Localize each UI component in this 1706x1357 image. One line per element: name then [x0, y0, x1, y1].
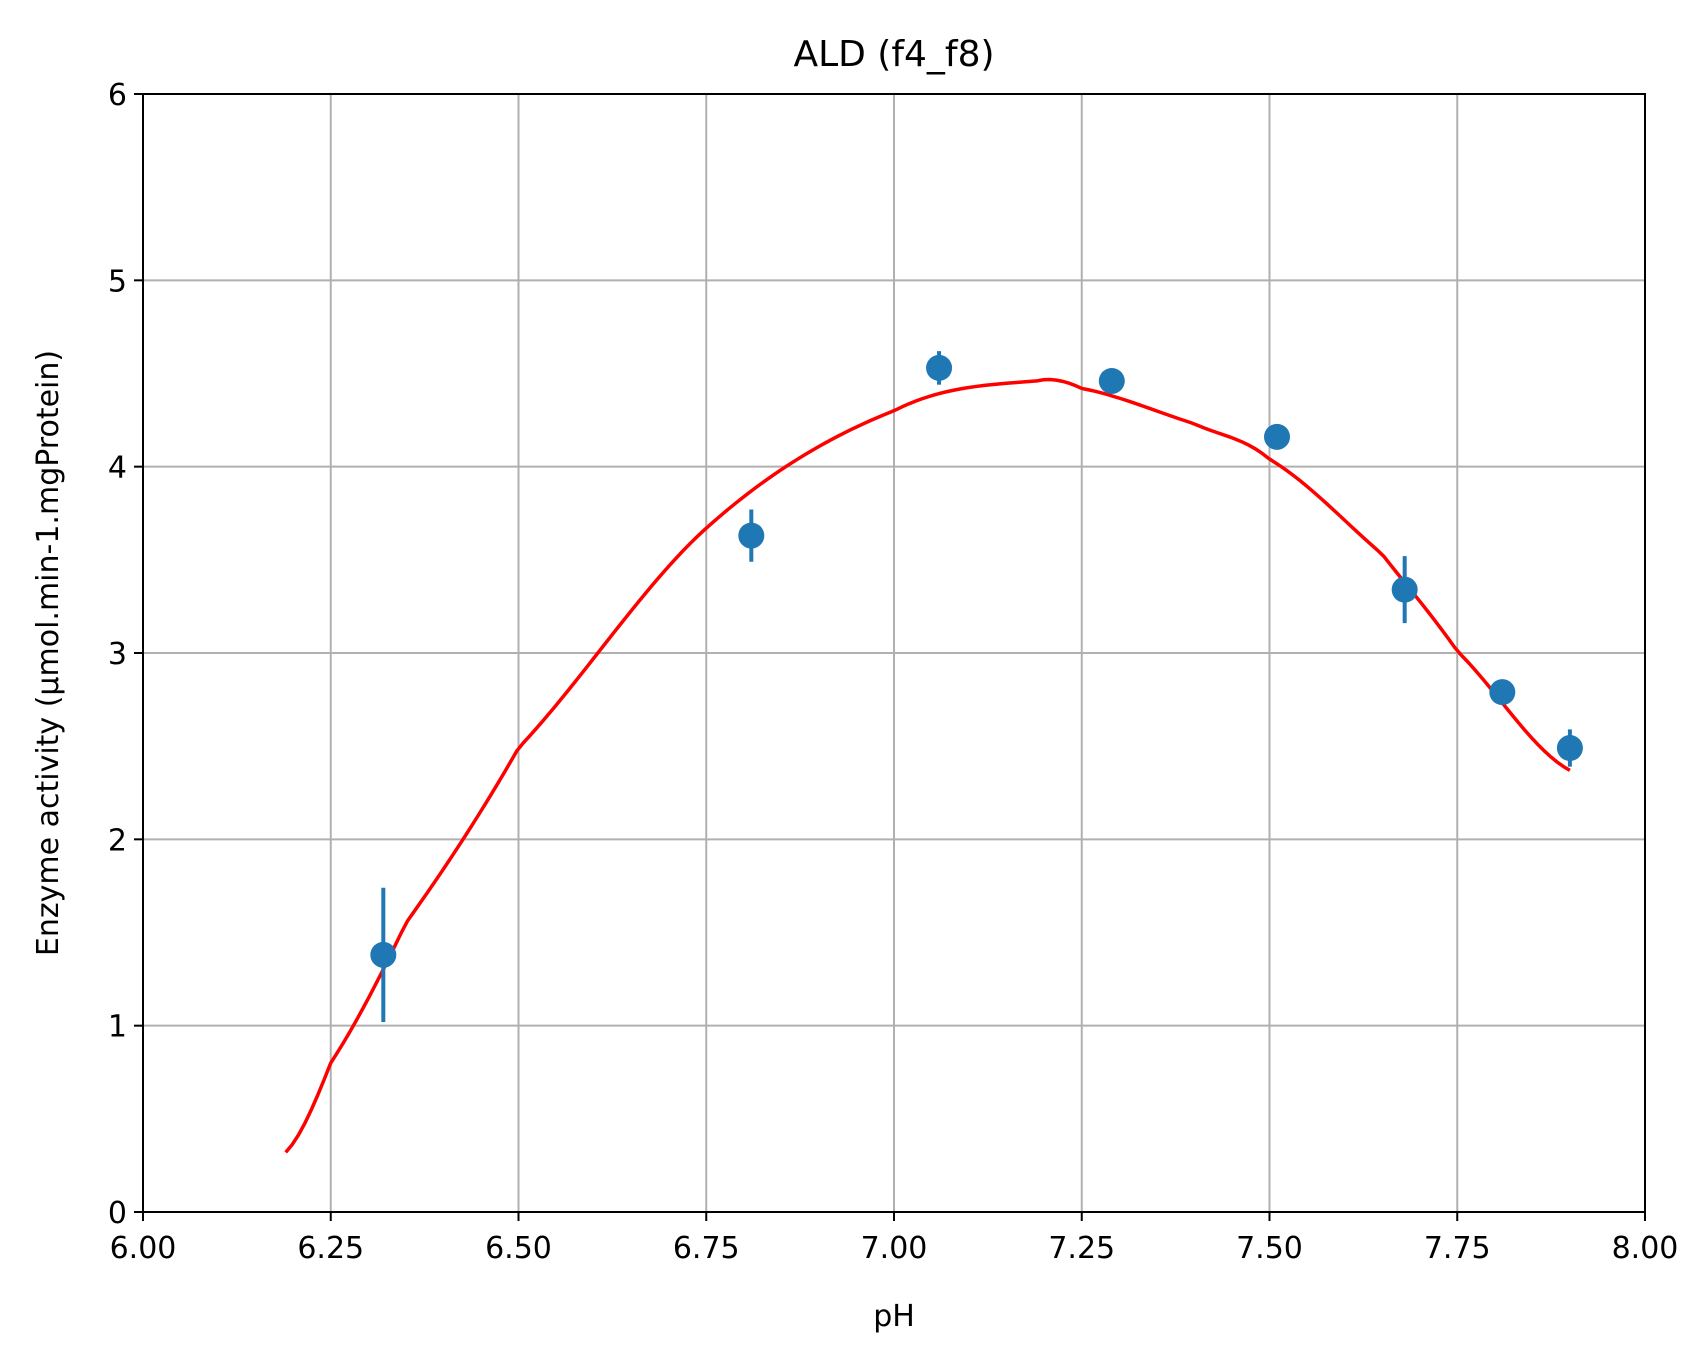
chart-title: ALD (f4_f8) — [793, 34, 994, 75]
y-tick-label: 1 — [108, 1010, 127, 1045]
data-point — [1489, 679, 1516, 706]
x-tick-label: 7.50 — [1236, 1231, 1303, 1266]
x-tick-label: 8.00 — [1612, 1231, 1679, 1266]
fit-curve-line — [284, 377, 1571, 1154]
x-tick-label: 6.75 — [673, 1231, 740, 1266]
x-tick-label: 6.50 — [485, 1231, 552, 1266]
grid — [142, 93, 1646, 1213]
y-tick-label: 2 — [108, 823, 127, 858]
y-axis-label: Enzyme activity (µmol.min-1.mgProtein) — [31, 350, 66, 956]
data-point — [926, 354, 953, 381]
data-point — [370, 941, 397, 968]
x-axis-label: pH — [873, 1299, 915, 1334]
data-point — [1264, 423, 1291, 450]
y-axis-ticks: 0 1 2 3 4 5 6 — [108, 78, 143, 1231]
x-tick-label: 6.25 — [297, 1231, 364, 1266]
data-point — [1098, 367, 1125, 394]
y-tick-label: 0 — [108, 1196, 127, 1231]
x-tick-label: 6.00 — [110, 1231, 177, 1266]
data-points-group — [370, 351, 1583, 1022]
x-tick-label: 7.25 — [1048, 1231, 1115, 1266]
data-point — [1391, 576, 1418, 603]
x-axis-ticks: 6.00 6.25 6.50 6.75 7.00 7.25 7.50 7.75 8.00 — [110, 1212, 1679, 1266]
data-point — [1556, 735, 1583, 762]
data-point — [738, 522, 765, 549]
x-tick-label: 7.75 — [1424, 1231, 1491, 1266]
y-tick-label: 4 — [108, 451, 127, 486]
y-tick-label: 3 — [108, 637, 127, 672]
y-tick-label: 6 — [108, 78, 127, 113]
y-tick-label: 5 — [108, 264, 127, 299]
fit-curve-group — [284, 377, 1571, 1154]
x-tick-label: 7.00 — [861, 1231, 928, 1266]
